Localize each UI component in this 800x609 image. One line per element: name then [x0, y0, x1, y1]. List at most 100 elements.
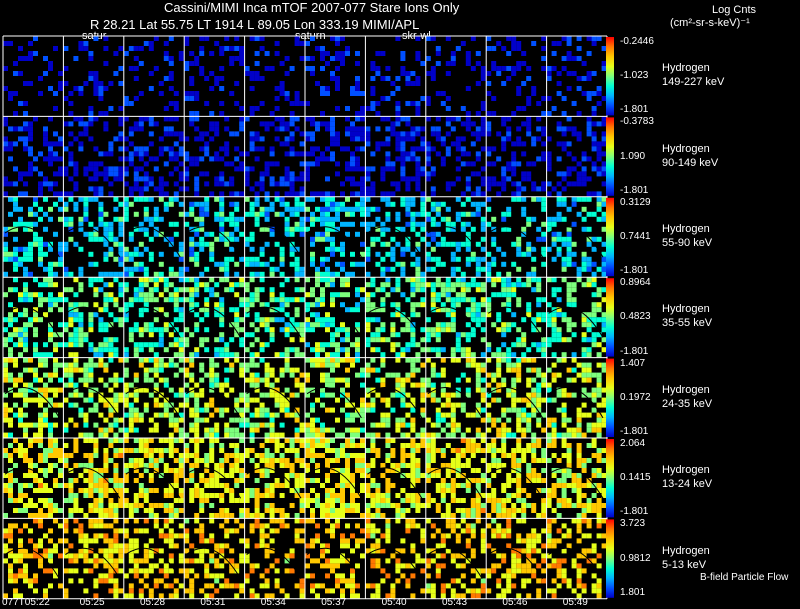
heatmap-cell [13, 438, 18, 443]
heatmap-cell [48, 503, 53, 508]
heatmap-cell [173, 196, 179, 202]
heatmap-cell [320, 231, 325, 237]
heatmap-cell [199, 66, 205, 71]
heatmap-cell [269, 463, 275, 468]
heatmap-cell [541, 427, 547, 433]
heatmap-cell [78, 271, 84, 277]
heatmap-cell [325, 51, 330, 56]
heatmap-cell [455, 302, 461, 308]
heatmap-cell [405, 357, 411, 363]
heatmap-cell [83, 166, 89, 172]
heatmap-cell [486, 463, 492, 468]
heatmap-cell [173, 116, 179, 122]
heatmap-cell [435, 297, 441, 303]
heatmap-cell [163, 347, 169, 353]
heatmap-cell [214, 216, 220, 222]
heatmap-cell [143, 407, 149, 413]
heatmap-cell [234, 131, 240, 137]
heatmap-cell [3, 231, 8, 237]
heatmap-cell [475, 261, 481, 267]
heatmap-cell [133, 342, 139, 348]
heatmap-cell [189, 463, 195, 468]
heatmap-cell [38, 181, 43, 187]
heatmap-cell [475, 412, 481, 418]
heatmap-cell [299, 438, 305, 443]
heatmap-cell [410, 463, 416, 468]
heatmap-cell [596, 432, 602, 438]
heatmap-cell [395, 312, 401, 318]
heatmap-cell [415, 271, 421, 277]
heatmap-cell [98, 322, 104, 328]
heatmap-cell [506, 66, 512, 71]
heatmap-cell [360, 412, 365, 418]
heatmap-cell [279, 513, 285, 518]
heatmap-cell [239, 317, 245, 323]
heatmap-cell [586, 156, 592, 162]
heatmap-cell [239, 126, 245, 132]
heatmap-cell [123, 307, 129, 313]
heatmap-cell [209, 372, 215, 378]
heatmap-cell [546, 136, 552, 142]
heatmap-cell [536, 116, 542, 122]
heatmap-cell [78, 342, 84, 348]
heatmap-cell [249, 201, 255, 207]
heatmap-cell [289, 176, 295, 182]
heatmap-cell [536, 372, 542, 378]
heatmap-cell [229, 176, 235, 182]
heatmap-cell [254, 513, 260, 518]
heatmap-cell [38, 251, 43, 257]
heatmap-cell [501, 422, 507, 428]
heatmap-cell [320, 156, 325, 162]
heatmap-cell [249, 488, 255, 493]
heatmap-cell [13, 478, 18, 483]
heatmap-cell [486, 468, 492, 473]
heatmap-cell [581, 171, 587, 177]
heatmap-cell [173, 191, 179, 197]
heatmap-cell [214, 493, 220, 498]
heatmap-cell [365, 407, 371, 413]
heatmap-cell [425, 448, 431, 453]
heatmap-cell [108, 513, 114, 518]
heatmap-cell [450, 463, 456, 468]
heatmap-cell [234, 468, 240, 473]
heatmap-cell [93, 438, 99, 443]
heatmap-cell [73, 186, 79, 192]
heatmap-cell [380, 266, 386, 272]
heatmap-cell [511, 322, 517, 328]
heatmap-cell [264, 483, 270, 488]
heatmap-cell [375, 51, 381, 56]
heatmap-cell [249, 71, 255, 76]
heatmap-cell [465, 86, 471, 91]
heatmap-cell [194, 352, 200, 358]
heatmap-cell [325, 156, 330, 162]
heatmap-cell [23, 448, 28, 453]
heatmap-cell [360, 458, 365, 463]
heatmap-cell [23, 503, 28, 508]
heatmap-cell [153, 66, 159, 71]
heatmap-cell [284, 513, 290, 518]
heatmap-cell [395, 352, 401, 358]
heatmap-cell [194, 126, 200, 132]
heatmap-cell [224, 427, 230, 433]
heatmap-cell [395, 417, 401, 423]
heatmap-cell [123, 357, 129, 363]
heatmap-cell [410, 397, 416, 403]
heatmap-cell [601, 131, 607, 137]
heatmap-cell [480, 392, 486, 398]
heatmap-cell [591, 342, 597, 348]
heatmap-cell [249, 342, 255, 348]
heatmap-cell [506, 76, 512, 81]
heatmap-cell [138, 61, 144, 66]
heatmap-cell [541, 181, 547, 187]
heatmap-cell [28, 126, 33, 132]
heatmap-cell [536, 382, 542, 388]
heatmap-cell [486, 91, 492, 96]
heatmap-cell [163, 377, 169, 383]
heatmap-cell [601, 251, 607, 257]
heatmap-cell [194, 382, 200, 388]
heatmap-cell [88, 121, 94, 127]
heatmap-cell [194, 111, 200, 116]
heatmap-cell [178, 342, 184, 348]
heatmap-cell [360, 407, 365, 413]
heatmap-cell [189, 116, 195, 122]
